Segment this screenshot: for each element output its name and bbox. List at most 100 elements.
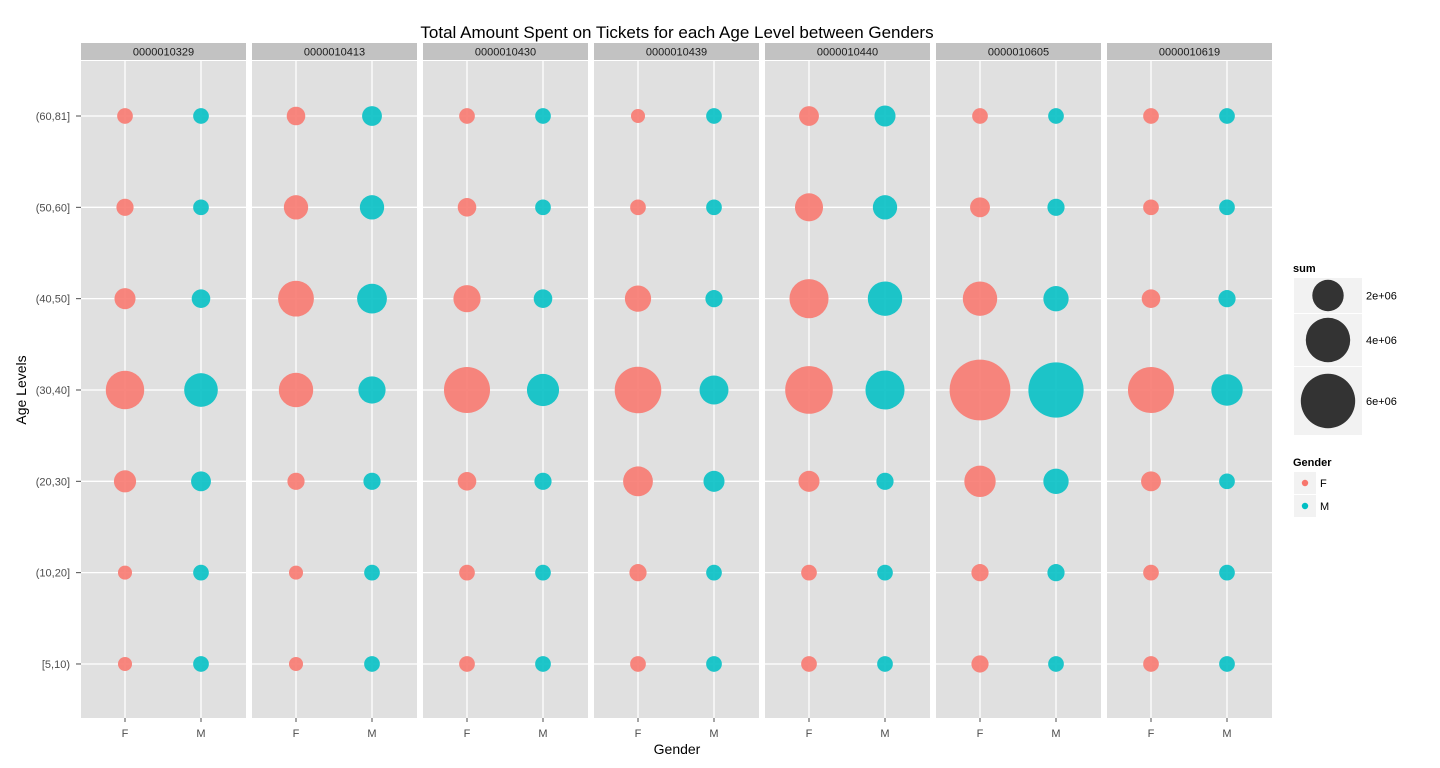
- point-m: [533, 289, 553, 308]
- facet-strip-label: 0000010605: [988, 47, 1049, 59]
- size-legend-point: [1300, 373, 1356, 429]
- point-f: [1143, 656, 1159, 672]
- facet-strip-label: 0000010619: [1159, 47, 1220, 59]
- point-f: [116, 198, 134, 216]
- size-legend-label: 6e+06: [1366, 396, 1397, 408]
- point-f: [117, 565, 133, 580]
- point-m: [193, 199, 209, 216]
- point-m: [193, 564, 209, 581]
- point-m: [872, 195, 898, 220]
- point-f: [964, 465, 996, 498]
- point-m: [867, 281, 903, 316]
- point-m: [706, 656, 722, 672]
- color-legend-point: [1301, 502, 1309, 510]
- point-f: [1143, 564, 1159, 581]
- point-m: [1219, 108, 1235, 124]
- point-m: [1043, 286, 1069, 312]
- point-m: [191, 289, 211, 308]
- point-f: [457, 472, 477, 491]
- point-f: [288, 656, 304, 671]
- point-f: [1127, 366, 1175, 414]
- point-f: [459, 108, 475, 124]
- point-f: [278, 372, 314, 408]
- color-legend-point: [1301, 479, 1309, 487]
- point-f: [1143, 199, 1159, 216]
- point-m: [705, 290, 723, 308]
- point-m: [1218, 290, 1236, 308]
- point-m: [363, 472, 381, 490]
- y-tick-label: (40,50]: [36, 294, 70, 306]
- point-f: [453, 285, 481, 313]
- facet-panel-0000010329: 0000010329 F M: [81, 43, 246, 740]
- point-m: [364, 656, 380, 672]
- point-m: [1219, 656, 1235, 672]
- point-m: [535, 564, 551, 581]
- facet-panel-0000010430: 0000010430 F M: [423, 43, 588, 740]
- point-f: [1141, 289, 1161, 308]
- x-tick-label: F: [464, 728, 471, 740]
- point-m: [876, 472, 894, 490]
- point-m: [1043, 468, 1069, 494]
- x-tick-label: F: [1148, 728, 1155, 740]
- point-m: [358, 376, 386, 404]
- facet-strip-label: 0000010413: [304, 47, 365, 59]
- point-f: [799, 106, 819, 126]
- y-axis: [5,10) (10,20] (20,30] (30,40] (40,50] (50,60…: [36, 111, 81, 671]
- point-f: [1141, 471, 1161, 492]
- x-axis-title: Gender: [654, 741, 701, 757]
- point-f: [629, 564, 647, 582]
- chart-title: Total Amount Spent on Tickets for each A…: [420, 23, 933, 42]
- point-m: [1047, 198, 1065, 216]
- point-f: [971, 564, 989, 582]
- facet-strip: [1107, 43, 1272, 60]
- facet-strip-label: 0000010439: [646, 47, 707, 59]
- point-f: [949, 359, 1011, 421]
- point-f: [971, 655, 989, 673]
- point-m: [706, 199, 722, 216]
- x-tick-label: F: [977, 728, 984, 740]
- point-f: [288, 565, 304, 580]
- facet-strip: [423, 43, 588, 60]
- point-f: [113, 470, 137, 493]
- point-f: [801, 656, 817, 672]
- point-f: [117, 656, 133, 671]
- size-legend-label: 2e+06: [1366, 291, 1397, 303]
- point-f: [972, 108, 988, 124]
- x-tick-label: M: [367, 728, 376, 740]
- x-tick-label: M: [1051, 728, 1060, 740]
- facet-strip-label: 0000010329: [133, 47, 194, 59]
- facet-panel-0000010413: 0000010413 F M: [252, 43, 417, 740]
- point-m: [535, 108, 551, 124]
- point-m: [703, 470, 725, 492]
- y-tick-label: (30,40]: [36, 385, 70, 397]
- point-m: [874, 105, 896, 127]
- x-tick-label: M: [709, 728, 718, 740]
- point-m: [193, 656, 209, 672]
- facet-strip-label: 0000010430: [475, 47, 536, 59]
- x-tick-label: F: [122, 728, 129, 740]
- point-m: [865, 370, 905, 410]
- point-f: [630, 108, 646, 124]
- facet-strip: [81, 43, 246, 60]
- facet-panel-0000010619: 0000010619 F M: [1107, 43, 1272, 740]
- size-legend-point: [1312, 279, 1344, 312]
- point-f: [287, 472, 305, 490]
- point-f: [794, 193, 824, 222]
- facet-strip: [594, 43, 759, 60]
- color-legend-label: M: [1320, 501, 1329, 513]
- point-m: [534, 472, 552, 490]
- point-m: [526, 373, 560, 407]
- point-f: [283, 195, 309, 220]
- point-m: [193, 108, 209, 124]
- point-m: [1219, 564, 1235, 581]
- facet-strip: [765, 43, 930, 60]
- size-legend-point: [1305, 317, 1351, 363]
- point-m: [1048, 108, 1064, 124]
- point-m: [1028, 362, 1084, 418]
- point-f: [970, 197, 990, 218]
- point-m: [1211, 374, 1243, 406]
- point-f: [789, 279, 829, 319]
- point-m: [357, 283, 387, 314]
- color-legend-label: F: [1320, 478, 1327, 490]
